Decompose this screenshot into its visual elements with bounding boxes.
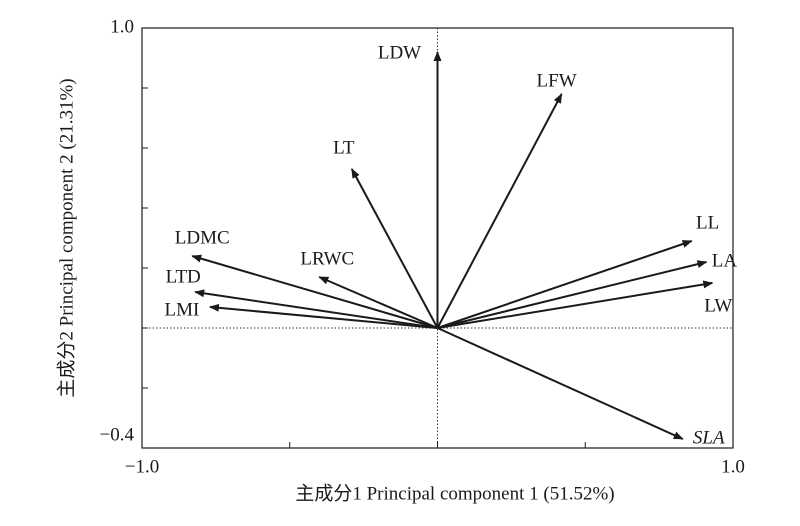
x-tick-label: −1.0 (125, 456, 159, 477)
vector-label: LL (696, 212, 719, 233)
loading-vector (318, 276, 438, 329)
x-tick-label: 1.0 (721, 456, 745, 477)
y-tick-label: 1.0 (110, 16, 134, 37)
vector-label: LA (712, 250, 738, 271)
loading-vector (208, 303, 438, 329)
vector-label: LW (704, 295, 732, 316)
loading-vector (437, 240, 693, 329)
vector-label: LDMC (175, 227, 230, 248)
vector-label: LT (333, 137, 355, 158)
loading-vector (191, 254, 438, 329)
loading-vector (436, 93, 563, 329)
x-axis-label: 主成分1 Principal component 1 (51.52%) (295, 482, 614, 504)
vector-label: LTD (166, 266, 201, 287)
loading-vector (437, 280, 714, 329)
loading-vector (437, 327, 684, 440)
vector-label: LMI (165, 299, 200, 320)
vector-label: LRWC (300, 248, 354, 269)
loading-vector (194, 289, 438, 329)
y-axis-label: 主成分2 Principal component 2 (21.31%) (55, 78, 77, 397)
vector-label: LDW (378, 42, 421, 63)
vector-label: SLA (693, 427, 725, 448)
vector-label: LFW (537, 70, 577, 91)
loading-vector (437, 260, 708, 329)
loading-vector (350, 168, 439, 329)
y-tick-label: −0.4 (100, 424, 135, 445)
